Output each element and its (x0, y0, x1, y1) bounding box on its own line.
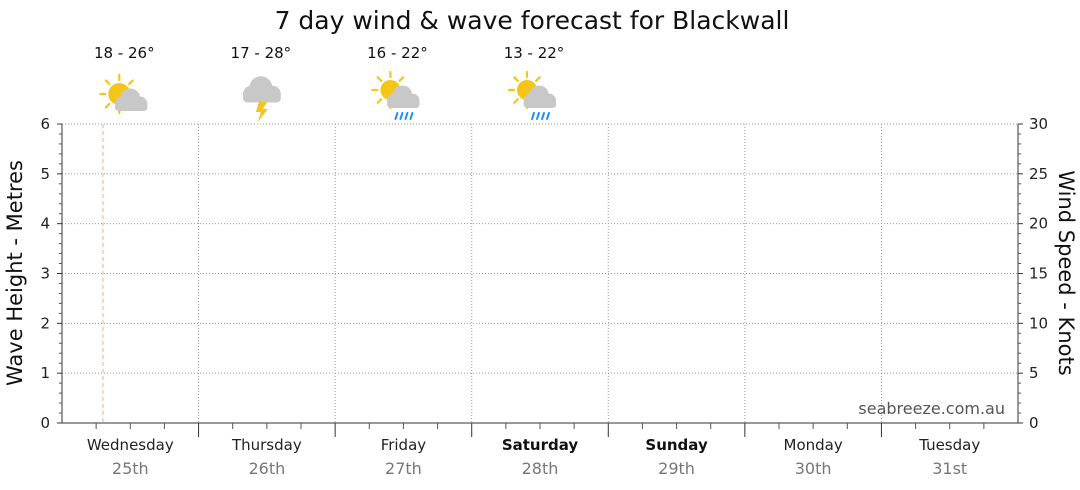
right-tick-label: 10 (1029, 314, 1048, 332)
partly-cloudy-icon (99, 73, 148, 115)
day-date-label: 31st (932, 459, 967, 478)
right-ticks: 0 5 10 15 20 25 30 (1018, 115, 1048, 432)
day-name-label: Thursday (231, 436, 302, 454)
temperature-range-label: 16 - 22° (367, 44, 428, 62)
weather-row: 18 - 26° 17 - 28° 16 - 22° 13 - 22° (94, 44, 564, 122)
right-axis-title: Wind Speed - Knots (1054, 170, 1078, 375)
right-tick-label: 25 (1029, 165, 1048, 183)
day-date-label: 26th (248, 459, 285, 478)
sun-ray (513, 76, 519, 82)
day-name-label: Wednesday (87, 436, 174, 454)
cloud-shape (523, 85, 557, 109)
day-date-label: 27th (385, 459, 422, 478)
rain-drop (394, 112, 399, 120)
cloud-shape (243, 76, 281, 103)
left-tick-label: 3 (40, 265, 50, 283)
right-tick-label: 20 (1029, 215, 1048, 233)
cloud-base (114, 102, 148, 111)
showers-icon (371, 70, 420, 120)
left-ticks: 0 1 2 3 4 5 6 (40, 115, 62, 432)
temperature-range-label: 13 - 22° (504, 44, 565, 62)
sun-ray (128, 79, 134, 86)
left-axis-title: Wave Height - Metres (3, 160, 27, 386)
rain-drop (409, 112, 414, 120)
day-date-label: 28th (522, 459, 559, 478)
brand-watermark: seabreeze.com.au (858, 399, 1005, 418)
sun-ray (104, 79, 111, 86)
temperature-range-label: 18 - 26° (94, 44, 155, 62)
rain-drop (531, 112, 535, 120)
right-tick-label: 0 (1029, 414, 1039, 432)
right-tick-label: 30 (1029, 115, 1048, 133)
day-name-label: Friday (381, 436, 427, 454)
day-name-label: Tuesday (918, 436, 980, 454)
rain-drop (404, 112, 409, 120)
day-name-label: Monday (784, 436, 843, 454)
cloud-shape (387, 85, 420, 109)
rain-drop (546, 112, 550, 120)
day-date-label: 30th (795, 459, 832, 478)
chart-title: 7 day wind & wave forecast for Blackwall (275, 6, 790, 35)
cloud-shape (114, 88, 148, 112)
sun-ray (104, 102, 111, 109)
rain-drop (541, 112, 545, 120)
sun-ray (535, 76, 541, 82)
cloud-base (523, 99, 557, 108)
storm-icon (243, 76, 281, 122)
rain-drop (399, 112, 404, 120)
x-axis-labels: Wednesday 25th Thursday 26th Friday 27th Satur… (87, 423, 985, 478)
sun-ray (376, 76, 383, 82)
sun-ray (398, 76, 405, 82)
left-tick-label: 4 (40, 215, 50, 233)
sun-ray (513, 98, 519, 104)
right-tick-label: 15 (1029, 265, 1048, 283)
day-name-label: Sunday (645, 436, 708, 454)
temperature-range-label: 17 - 28° (231, 44, 292, 62)
lightning-bolt (255, 102, 268, 122)
day-date-label: 29th (658, 459, 695, 478)
sun-ray (376, 98, 383, 104)
left-tick-label: 6 (40, 115, 50, 133)
left-tick-label: 0 (40, 414, 50, 432)
day-name-label: Saturday (502, 436, 579, 454)
left-tick-label: 1 (40, 364, 50, 382)
day-date-label: 25th (112, 459, 149, 478)
grid-lines (62, 123, 1018, 423)
left-tick-label: 5 (40, 165, 50, 183)
right-tick-label: 5 (1029, 364, 1039, 382)
left-tick-label: 2 (40, 314, 50, 332)
cloud-base (243, 93, 281, 103)
showers-icon (507, 70, 557, 120)
cloud-base (387, 99, 420, 108)
rain-drop (536, 112, 540, 120)
